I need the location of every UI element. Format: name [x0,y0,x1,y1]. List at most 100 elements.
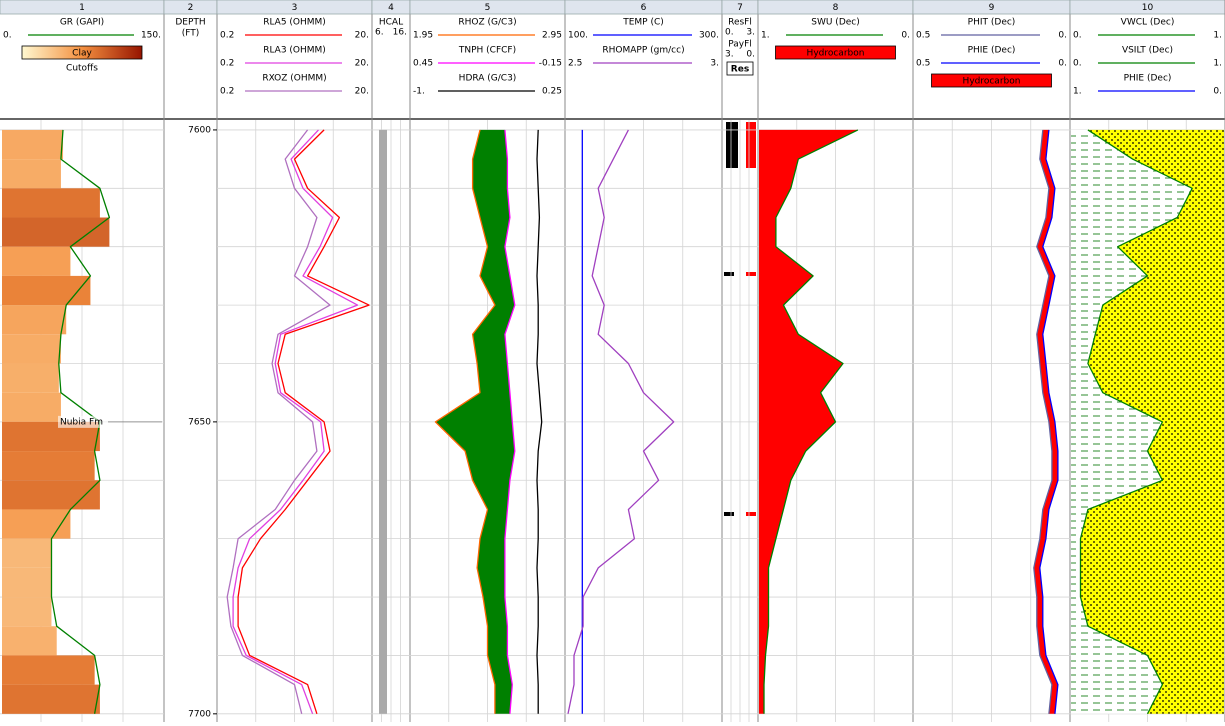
label-box [775,45,896,60]
scale-left: 3. [725,50,734,60]
curve-name: PayFl [728,40,752,50]
curve-name: PHIE (Dec) [968,46,1016,56]
track-number: 6 [641,3,647,13]
curve-name: VSILT (Dec) [1122,46,1173,56]
flag [724,512,734,516]
curve-name: RHOMAPP (gm/cc) [602,46,684,56]
scale-left: 1.95 [413,31,433,41]
curve-fill [435,129,515,714]
track-number: 7 [737,3,743,13]
scale-left: 0.5 [916,31,930,41]
flag [746,122,756,168]
scale-left: 0. [1073,59,1082,69]
track-number: 3 [292,3,298,13]
scale-left: 0. [3,31,12,41]
curve-name: RXOZ (OHMM) [262,74,326,84]
curve [226,129,331,714]
curve-name: ResFl [728,18,752,28]
scale-left: 0. [1073,31,1082,41]
gr-band [2,334,61,364]
label-text: Res [731,65,749,75]
annotation-bg [58,415,108,428]
curve-name: RLA5 (OHMM) [263,18,326,28]
curve [504,129,516,714]
gr-band [2,684,100,714]
scale-left: 0. [725,28,734,38]
gr-band [2,538,52,568]
gr-band [2,480,100,510]
curve-fill [1033,129,1058,714]
curve [1079,129,1193,715]
depth-label: 7700 [188,709,211,719]
label-box [726,61,754,76]
gr-band [2,129,64,160]
curve-name: TEMP (C) [622,18,664,28]
scale-left: 100. [568,31,588,41]
curve-fill [1080,129,1224,714]
track-title: DEPTH [175,18,205,28]
scale-left: 2.5 [568,59,582,69]
scale-right: 150. [141,31,161,41]
curve-name: HDRA (G/C3) [459,74,517,84]
gr-band [2,626,57,656]
scale-left: 1. [761,31,770,41]
scale-left: -1. [413,87,425,97]
flag [746,512,756,516]
scale-right: 1. [1213,59,1222,69]
curve-fill [1071,129,1193,714]
scale-right: 0. [746,50,755,60]
track-number: 5 [485,3,491,13]
scale-right: 20. [355,87,369,97]
scale-right: 1. [1213,31,1222,41]
scale-right: 300. [699,31,719,41]
curve [1033,129,1053,714]
label-text: Cutoffs [66,64,98,74]
scale-right: 0.25 [542,87,562,97]
scale-right: 3. [710,59,719,69]
header-separator [0,118,1225,120]
scale-left: 0.45 [413,59,433,69]
label-text: Hydrocarbon [963,77,1021,87]
label-box [21,45,143,60]
curve-name: RLA3 (OHMM) [263,46,326,56]
curve [536,129,543,714]
track-number: 1 [79,3,85,13]
scale-left: 1. [1073,87,1082,97]
curve-name: RHOZ (G/C3) [458,18,516,28]
scale-left: 0.2 [220,87,234,97]
label-box [931,73,1052,88]
label-text: Clay [72,49,92,59]
scale-right: 20. [355,31,369,41]
scale-right: 0. [901,31,910,41]
track-number: 8 [833,3,839,13]
depth-label: 7650 [188,417,211,427]
track-number-cell [1069,0,1225,15]
flag [746,272,756,276]
scale-left: 6. [375,28,384,38]
scale-right: 3. [746,28,755,38]
gr-band [2,363,59,393]
curve-name: TNPH (CFCF) [458,46,516,56]
curve-fill [759,129,858,714]
flag [726,122,738,168]
curve [237,129,370,714]
curve-name: GR (GAPI) [60,18,104,28]
gr-band [2,567,52,598]
curve [1039,129,1059,714]
scale-right: 20. [355,59,369,69]
gr-band [2,275,91,306]
curve [763,129,859,714]
track-number: 4 [388,3,394,13]
curve-name: VWCL (Dec) [1121,18,1175,28]
scale-left: 0.2 [220,59,234,69]
gr-band [2,305,67,335]
track-number: 2 [188,3,194,13]
gr-band [2,392,61,422]
depth-label: 7600 [188,125,211,135]
curve [567,129,675,714]
scale-right: 16. [393,28,407,38]
label-text: Hydrocarbon [807,49,865,59]
gr-band [2,509,71,539]
